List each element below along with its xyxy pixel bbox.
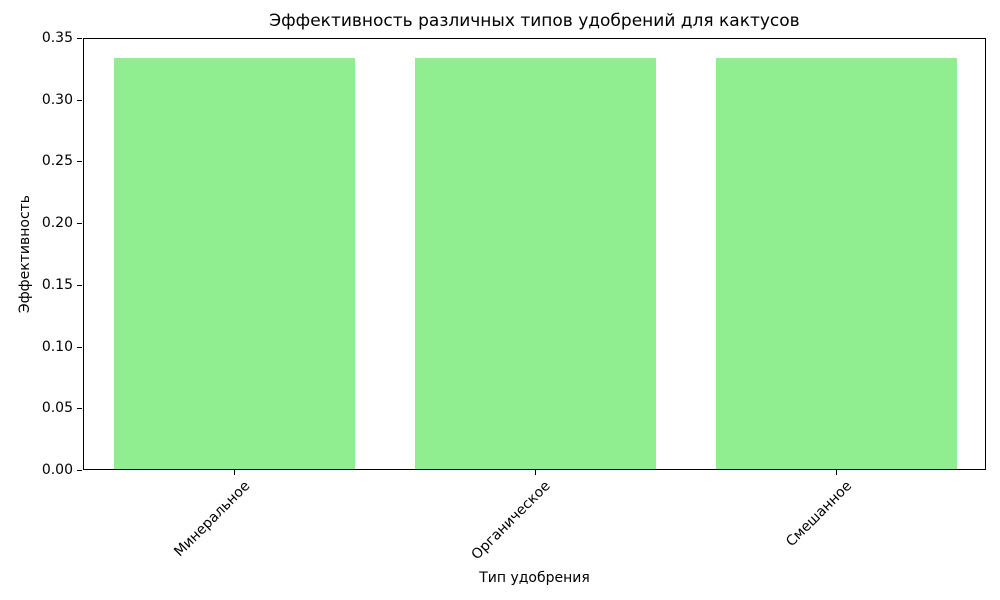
y-tick-label: 0.35 <box>41 30 73 46</box>
y-tick-label: 0.00 <box>41 462 73 478</box>
plot-area <box>83 38 986 470</box>
x-tick-mark <box>233 470 235 475</box>
y-tick-mark <box>77 470 82 471</box>
y-tick-mark <box>77 223 82 225</box>
y-tick-label: 0.25 <box>41 153 73 170</box>
y-tick-label: 0.20 <box>41 215 73 232</box>
y-tick-mark <box>77 408 82 410</box>
bar-Органическое <box>415 57 656 469</box>
y-tick-mark <box>77 161 82 163</box>
y-tick-mark <box>77 99 82 101</box>
y-axis-label: Эффективность <box>17 194 33 314</box>
x-tick-label: Минеральное <box>170 478 253 560</box>
y-tick-mark <box>77 284 82 286</box>
y-tick-mark <box>77 38 82 39</box>
x-tick-mark <box>835 470 837 475</box>
y-tick-label: 0.30 <box>41 91 73 108</box>
chart-title: Эффективность различных типов удобрений … <box>269 11 800 31</box>
x-tick-label: Смешанное <box>782 478 855 551</box>
y-tick-label: 0.05 <box>41 400 73 417</box>
x-tick-mark <box>534 470 536 475</box>
x-axis-label: Тип удобрения <box>479 570 590 586</box>
x-tick-label: Органическое <box>468 478 554 564</box>
y-tick-mark <box>77 346 82 348</box>
y-tick-label: 0.15 <box>41 276 73 293</box>
bar-Смешанное <box>716 57 957 469</box>
y-tick-label: 0.10 <box>41 338 73 355</box>
bar-Минеральное <box>114 57 355 469</box>
